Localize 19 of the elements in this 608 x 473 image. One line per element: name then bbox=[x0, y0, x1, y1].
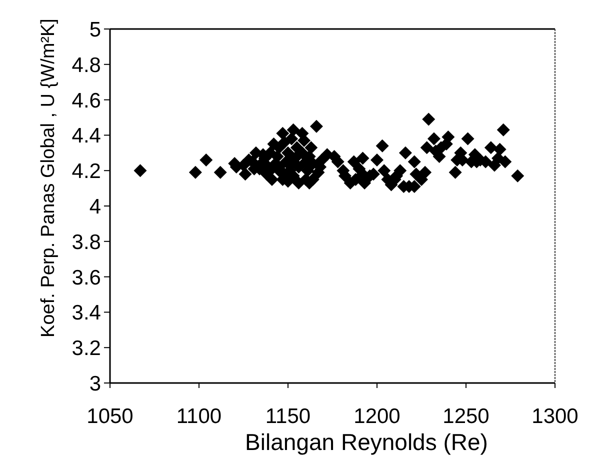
y-tick-label: 3.4 bbox=[72, 302, 102, 325]
y-tick-label: 3.8 bbox=[72, 230, 101, 254]
y-tick-label: 3.6 bbox=[72, 266, 101, 290]
x-axis-title: Bilangan Reynolds (Re) bbox=[245, 429, 488, 455]
y-tick-label: 5 bbox=[89, 18, 101, 42]
x-tick-label: 1200 bbox=[354, 404, 400, 428]
x-tick-label: 1050 bbox=[86, 404, 134, 428]
y-tick-label: 4.2 bbox=[72, 160, 101, 184]
y-tick-label: 3.2 bbox=[72, 337, 101, 360]
x-tick-label: 1250 bbox=[442, 404, 490, 428]
x-tick-label: 1300 bbox=[532, 404, 578, 428]
y-axis-title: Koef. Perp. Panas Global , U {W/m²K] bbox=[38, 18, 59, 338]
y-tick-label: 4.4 bbox=[72, 124, 102, 148]
y-tick-label: 4 bbox=[89, 195, 102, 218]
x-tick-label: 1150 bbox=[265, 404, 311, 428]
x-tick-label: 1100 bbox=[176, 404, 222, 428]
y-tick-label: 3 bbox=[89, 372, 101, 396]
y-tick-label: 4.6 bbox=[72, 89, 101, 112]
y-tick-label: 4.8 bbox=[72, 54, 101, 77]
